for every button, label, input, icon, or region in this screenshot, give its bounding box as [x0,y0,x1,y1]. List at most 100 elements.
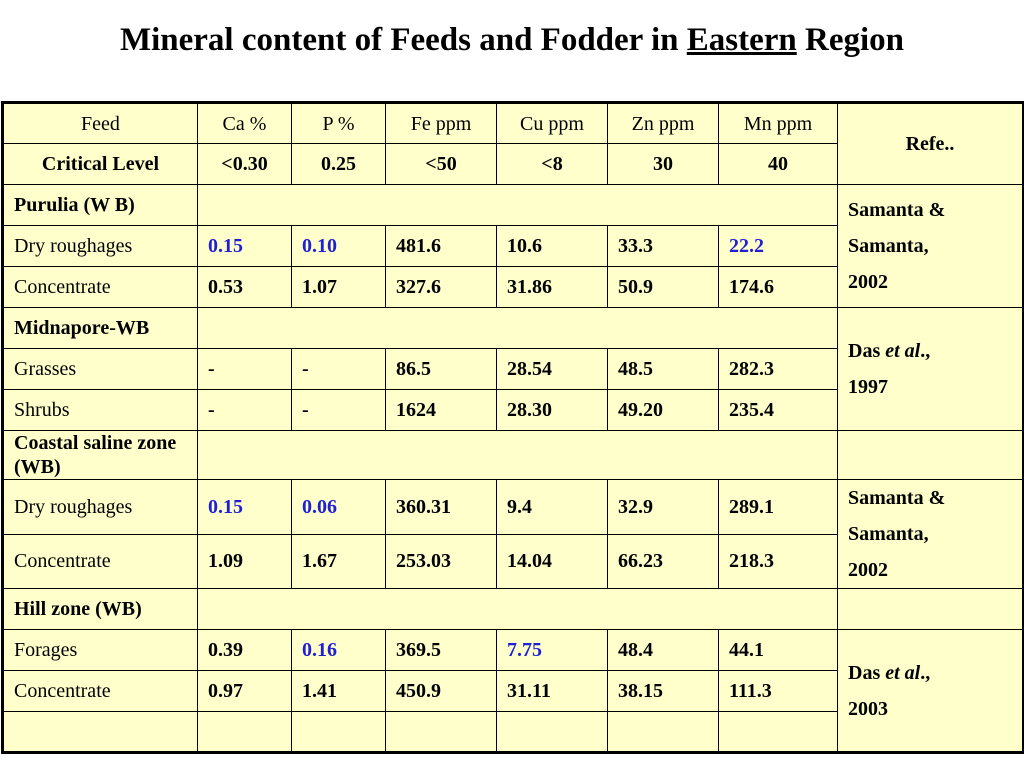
header-zn: Zn ppm [607,102,719,144]
title-prefix: Mineral content of Feeds and Fodder in [119,22,687,58]
reference-line: Das et al., [848,340,931,362]
feed-name: Concentrate [2,266,198,308]
feed-name: Dry roughages [2,225,198,267]
reference-cell: Samanta & Samanta, 2002 [837,479,1024,589]
reference-line: 2002 [848,559,888,581]
cu-value: 7.75 [496,629,608,671]
p-value: 0.10 [291,225,386,267]
group-spacer [197,184,838,226]
mn-value: 282.3 [718,348,838,390]
group-label: Hill zone (WB) [2,588,198,630]
cu-value: 28.54 [496,348,608,390]
cu-value: 28.30 [496,389,608,431]
cu-value: 9.4 [496,479,608,535]
p-value: 1.67 [291,533,386,589]
cu-value: 14.04 [496,533,608,589]
reference-line: Das et al., [848,661,931,684]
reference-line: Samanta & [848,487,946,509]
header-row: Feed Ca % P % Fe ppm Cu ppm Zn ppm Mn pp… [2,102,1024,185]
feed-name: Grasses [2,348,198,390]
empty-cell [496,711,608,753]
table-row: Concentrate 0.53 1.07 327.6 31.86 50.9 1… [2,266,1024,308]
group-label: Coastal saline zone (WB) [2,430,198,480]
mn-value: 235.4 [718,389,838,431]
feed-name: Concentrate [2,533,198,589]
fe-value: 481.6 [385,225,497,267]
title-suffix: Region [796,22,905,58]
group-row: Purulia (W B) Samanta & Samanta, 2002 [2,184,1024,308]
critical-zn: 30 [607,143,719,185]
zn-value: 48.5 [607,348,719,390]
mn-value: 289.1 [718,479,838,535]
title-underlined-word: Eastern [686,22,797,58]
table-row: Concentrate 1.09 1.67 253.03 14.04 66.23… [2,533,1024,589]
critical-cu: <8 [496,143,608,185]
reference-cell: Samanta & Samanta, 2002 [837,184,1024,308]
reference-cell: Das et al., 1997 [837,307,1024,431]
empty-cell [197,711,292,753]
ca-value: 1.09 [197,533,292,589]
group-spacer [197,307,838,349]
table-row: Forages 0.39 0.16 369.5 7.75 48.4 44.1 D… [2,629,1024,753]
zn-value: 48.4 [607,629,719,671]
group-label: Purulia (W B) [2,184,198,226]
header-p: P % [291,102,386,144]
critical-row: Critical Level <0.30 0.25 <50 <8 30 40 [2,143,1024,185]
zn-value: 32.9 [607,479,719,535]
fe-value: 327.6 [385,266,497,308]
mn-value: 174.6 [718,266,838,308]
empty-cell [607,711,719,753]
table-row: Grasses - - 86.5 28.54 48.5 282.3 [2,348,1024,390]
p-value: - [291,389,386,431]
reference-line: Samanta, [848,523,929,545]
feed-name: Forages [2,629,198,671]
cu-value: 31.86 [496,266,608,308]
reference-line: 1997 [848,376,888,398]
p-value: 0.16 [291,629,386,671]
zn-value: 50.9 [607,266,719,308]
header-ref: Refe.. [837,102,1024,185]
reference-cell: Das et al., 2003 [837,629,1024,753]
slide-title: Mineral content of Feeds and Fodder in E… [0,22,1024,59]
cu-value: 31.11 [496,670,608,712]
fe-value: 450.9 [385,670,497,712]
zn-value: 66.23 [607,533,719,589]
mn-value: 44.1 [718,629,838,671]
group-row: Hill zone (WB) [2,588,1024,630]
ca-value: 0.15 [197,479,292,535]
header-ca: Ca % [197,102,292,144]
mn-value: 111.3 [718,670,838,712]
table-row: Shrubs - - 1624 28.30 49.20 235.4 [2,389,1024,431]
reference-line: Samanta & [848,199,946,221]
table-row: Concentrate 0.97 1.41 450.9 31.11 38.15 … [2,670,1024,712]
critical-p: 0.25 [291,143,386,185]
empty-row [2,711,1024,753]
ca-value: 0.53 [197,266,292,308]
group-spacer [197,588,838,630]
empty-cell [291,711,386,753]
feed-name: Shrubs [2,389,198,431]
reference-line: 2003 [848,697,888,720]
ca-value: 0.39 [197,629,292,671]
critical-fe: <50 [385,143,497,185]
feed-name: Concentrate [2,670,198,712]
fe-value: 369.5 [385,629,497,671]
cu-value: 10.6 [496,225,608,267]
ca-value: 0.97 [197,670,292,712]
table-row: Dry roughages 0.15 0.10 481.6 10.6 33.3 … [2,225,1024,267]
mn-value: 218.3 [718,533,838,589]
table-row: Dry roughages 0.15 0.06 360.31 9.4 32.9 … [2,479,1024,589]
ca-value: 0.15 [197,225,292,267]
empty-cell [385,711,497,753]
ca-value: - [197,348,292,390]
mn-value: 22.2 [718,225,838,267]
reference-empty [837,430,1024,480]
mineral-table: Feed Ca % P % Fe ppm Cu ppm Zn ppm Mn pp… [1,101,1024,754]
reference-line: 2002 [848,271,888,293]
critical-mn: 40 [718,143,838,185]
fe-value: 360.31 [385,479,497,535]
fe-value: 1624 [385,389,497,431]
header-feed: Feed [2,102,198,144]
zn-value: 49.20 [607,389,719,431]
group-spacer [197,430,838,480]
